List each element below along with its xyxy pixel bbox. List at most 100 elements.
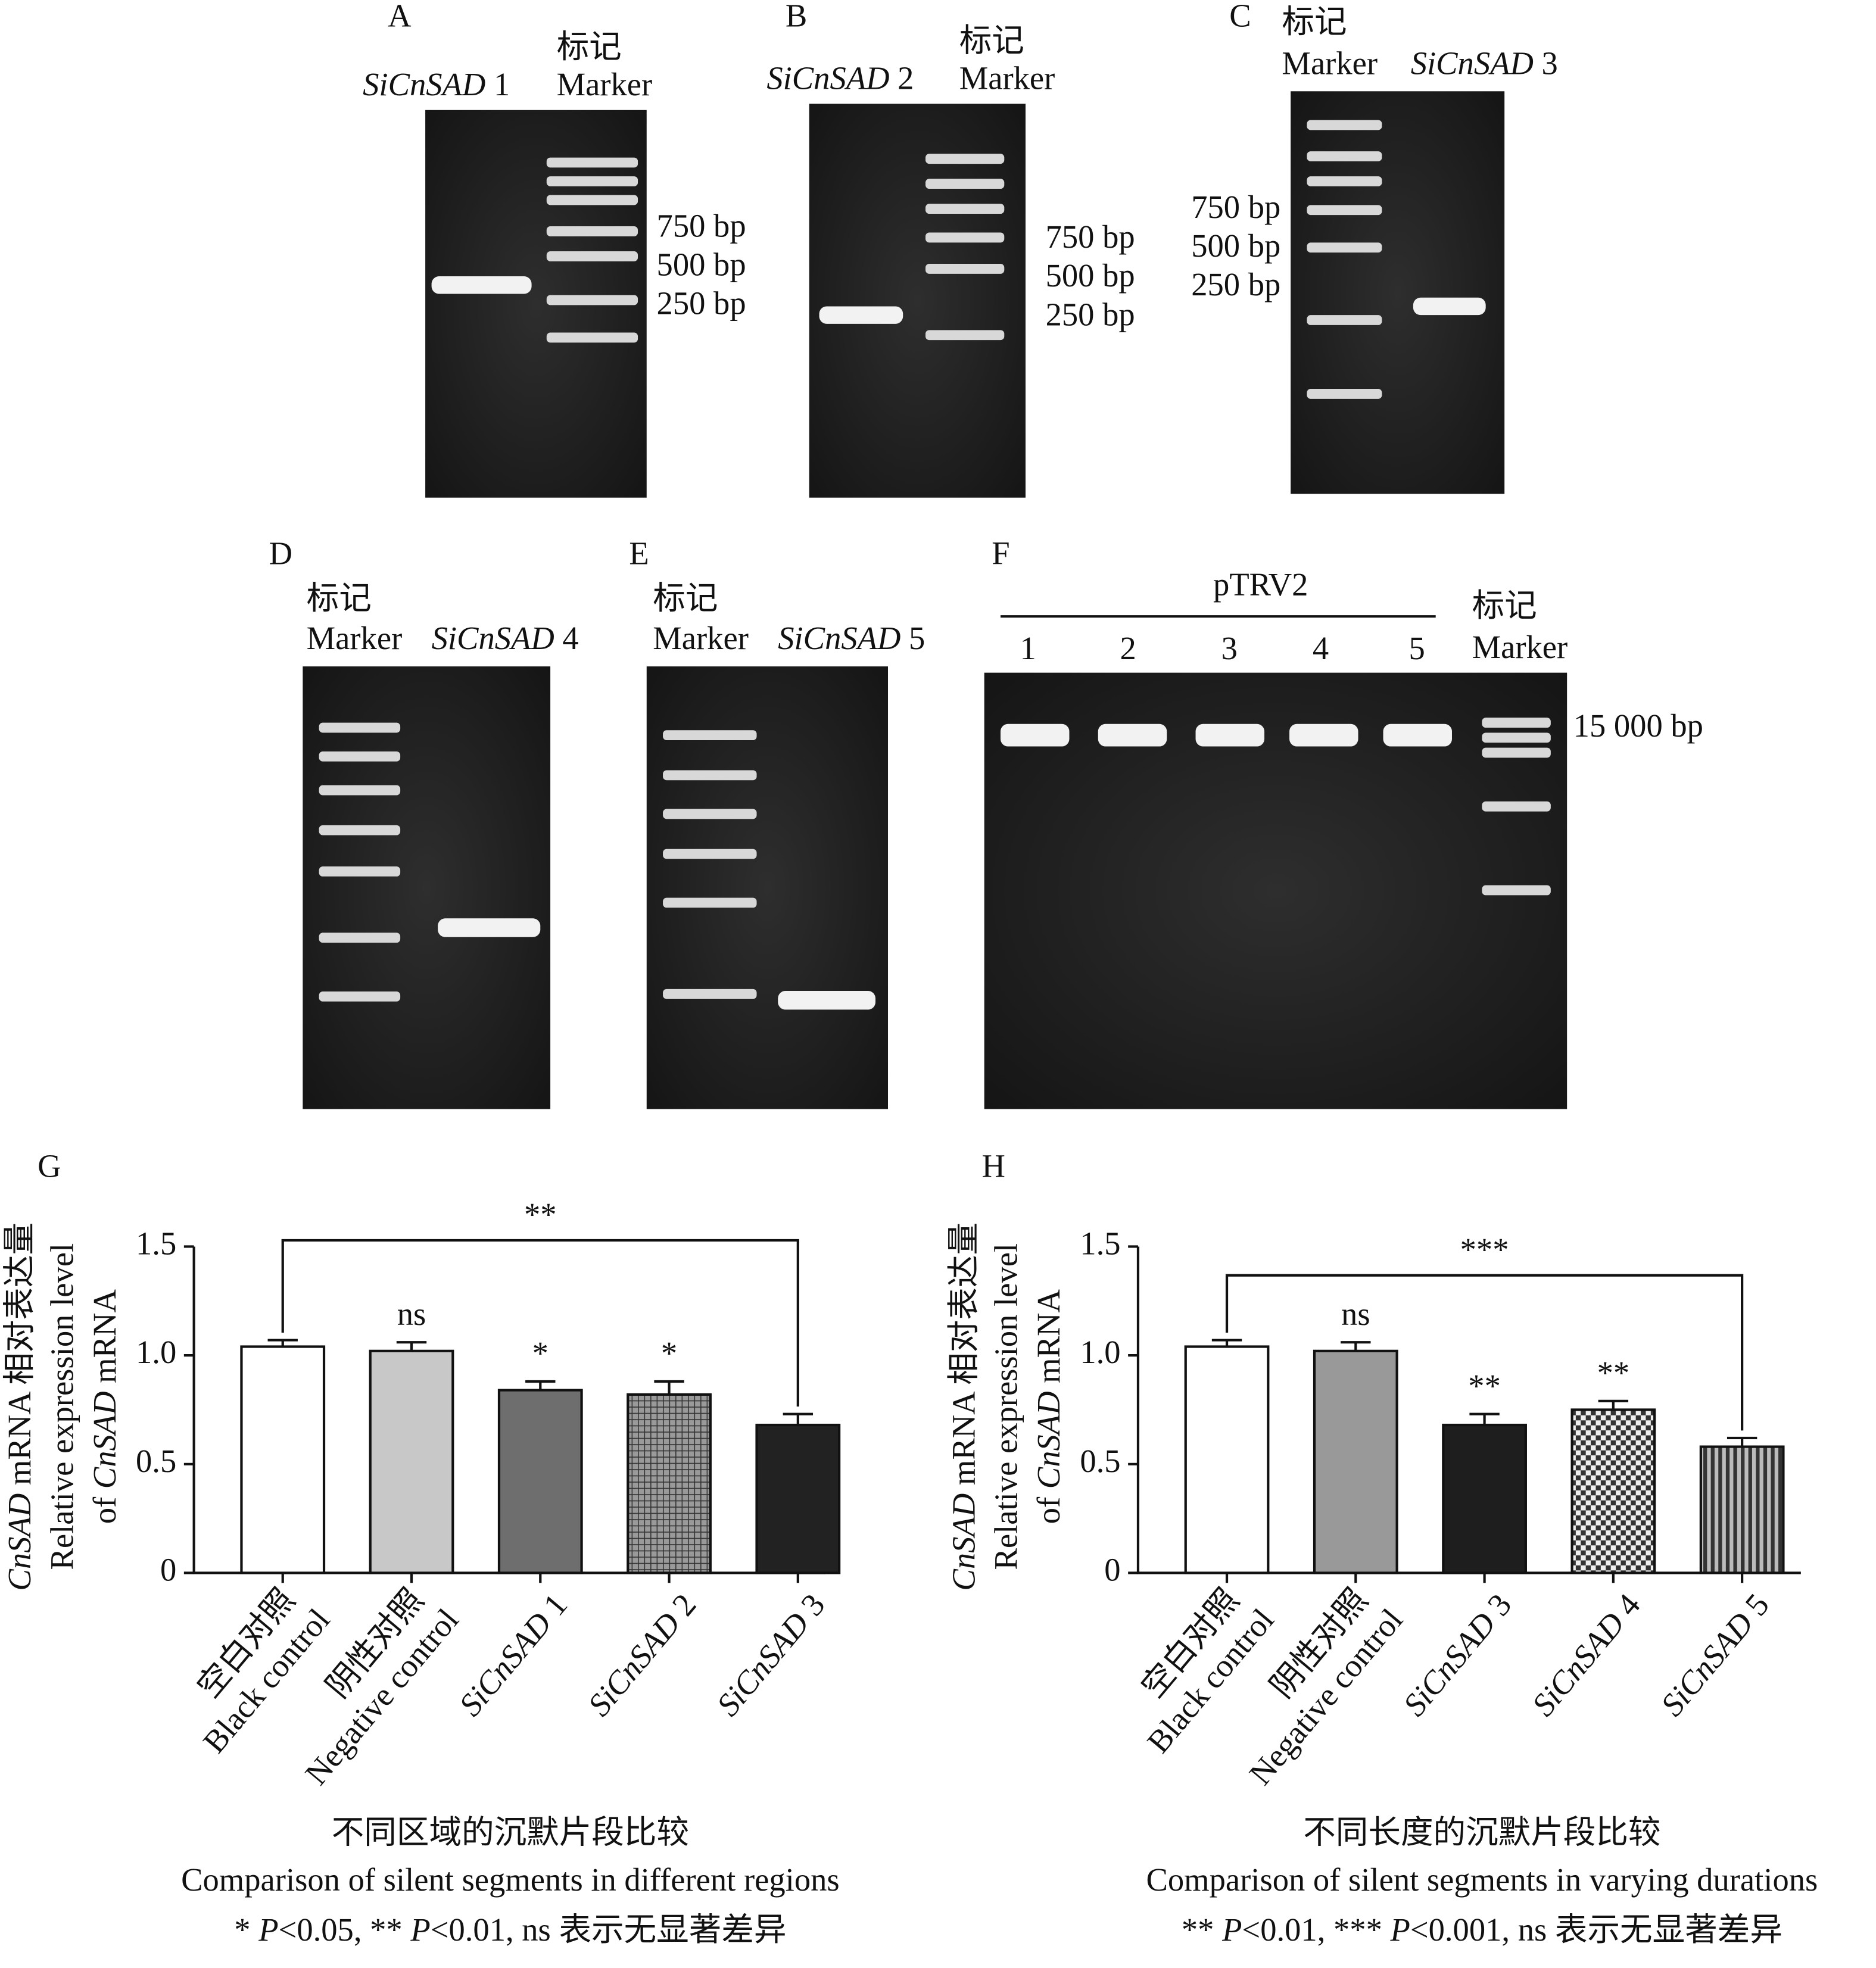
y-axis-label: of CnSAD mRNA (86, 1289, 122, 1524)
marker-label: 标记 (653, 580, 718, 616)
lane-label: SiCnSAD 1 (363, 66, 510, 102)
marker-band (1307, 315, 1382, 325)
marker-band (319, 722, 401, 733)
marker-label: Marker (653, 620, 749, 656)
bar (755, 1423, 841, 1574)
error-bar (783, 1412, 814, 1426)
marker-band (1482, 801, 1551, 812)
marker-band (925, 179, 1005, 189)
marker-band (925, 232, 1005, 243)
y-tick-label: 1.0 (1080, 1334, 1120, 1370)
gel-band (431, 276, 532, 294)
gel-band (1000, 723, 1070, 747)
error-bar (396, 1341, 427, 1351)
panel-label: D (269, 535, 292, 571)
error-bar (654, 1380, 684, 1395)
marker-label: Marker (1282, 45, 1378, 81)
bracket-label: *** (1460, 1231, 1509, 1267)
bar (497, 1389, 583, 1574)
y-tick-label: 0.5 (1080, 1442, 1120, 1479)
bar (1699, 1445, 1785, 1574)
group-label: pTRV2 (1213, 566, 1308, 602)
marker-label: Marker (557, 66, 653, 102)
bracket-label: ** (524, 1196, 557, 1233)
y-tick-label: 0 (160, 1551, 176, 1588)
marker-band (1307, 205, 1382, 216)
x-tick-label: SiCnSAD 4 (1525, 1586, 1647, 1723)
marker-band (663, 730, 757, 741)
significance-bracket (1225, 1274, 1744, 1431)
marker-band (1307, 120, 1382, 130)
marker-band (663, 809, 757, 819)
marker-band (546, 332, 638, 343)
panel-label: B (786, 0, 807, 33)
marker-label: 标记 (557, 29, 622, 65)
chart-title: 不同区域的沉默片段比较 (332, 1814, 689, 1850)
error-bar (1469, 1412, 1500, 1426)
gel-band (778, 991, 876, 1010)
y-tick-label: 0 (1104, 1551, 1120, 1588)
marker-label: Marker (959, 60, 1055, 96)
marker-band (319, 991, 401, 1002)
y-axis-label: of CnSAD mRNA (1030, 1289, 1067, 1524)
bar (627, 1393, 712, 1574)
marker-band (546, 176, 638, 186)
marker-band (1307, 176, 1382, 186)
marker-band (546, 226, 638, 236)
lane-label: SiCnSAD 5 (778, 620, 925, 656)
size-label: 15 000 bp (1573, 707, 1703, 744)
lane-label: 4 (1313, 629, 1329, 666)
lane-label: SiCnSAD 2 (766, 60, 914, 96)
significance-label: * (661, 1335, 677, 1371)
bar (1442, 1423, 1527, 1574)
y-axis-label: Relative expression level (43, 1243, 80, 1570)
marker-band (546, 157, 638, 168)
marker-band (1482, 747, 1551, 758)
bar (1570, 1408, 1656, 1574)
error-bar (1727, 1436, 1757, 1447)
error-bar (1211, 1339, 1242, 1347)
marker-band (925, 154, 1005, 164)
x-tick-label: SiCnSAD 3 (1396, 1586, 1519, 1723)
x-tick-label: SiCnSAD 1 (451, 1586, 574, 1723)
gel-band (1383, 723, 1452, 747)
marker-band (663, 849, 757, 859)
y-tick-label: 1.0 (136, 1334, 176, 1370)
y-tick-label: 0.5 (136, 1442, 176, 1479)
error-bar (1341, 1341, 1371, 1351)
chart-subtitle: Comparison of silent segments in varying… (1146, 1861, 1818, 1898)
gel-band (1289, 723, 1358, 747)
error-bar (525, 1380, 556, 1390)
error-bar (1598, 1399, 1629, 1410)
marker-band (663, 897, 757, 908)
marker-band (1307, 242, 1382, 253)
marker-band (1307, 151, 1382, 161)
lane-label: 5 (1409, 629, 1425, 666)
size-label: 250 bp (1191, 266, 1280, 302)
x-tick-label: SiCnSAD 2 (581, 1586, 703, 1723)
bar (240, 1345, 326, 1574)
chart-title: 不同长度的沉默片段比较 (1303, 1814, 1660, 1850)
panel-label: F (992, 535, 1009, 571)
marker-band (319, 825, 401, 835)
significance-label: ns (397, 1296, 426, 1332)
lane-label: 3 (1221, 629, 1238, 666)
marker-band (546, 251, 638, 261)
size-label: 500 bp (657, 246, 746, 282)
panel-label: E (629, 535, 649, 571)
x-tick-label: SiCnSAD 5 (1653, 1586, 1776, 1723)
size-label: 750 bp (1191, 188, 1280, 224)
size-label: 250 bp (1046, 296, 1135, 332)
lane-label: 2 (1120, 629, 1136, 666)
size-label: 750 bp (1046, 219, 1135, 255)
bar (369, 1349, 454, 1574)
lane-label: SiCnSAD 3 (1411, 45, 1558, 81)
marker-band (546, 195, 638, 205)
chart-note: * P<0.05, ** P<0.01, ns 表示无显著差异 (234, 1911, 786, 1948)
significance-label: ** (1468, 1367, 1501, 1404)
panel-label: H (981, 1147, 1005, 1184)
marker-label: Marker (1472, 628, 1568, 665)
marker-label: Marker (307, 620, 403, 656)
panel-label: C (1229, 0, 1251, 33)
significance-bracket (281, 1239, 799, 1407)
